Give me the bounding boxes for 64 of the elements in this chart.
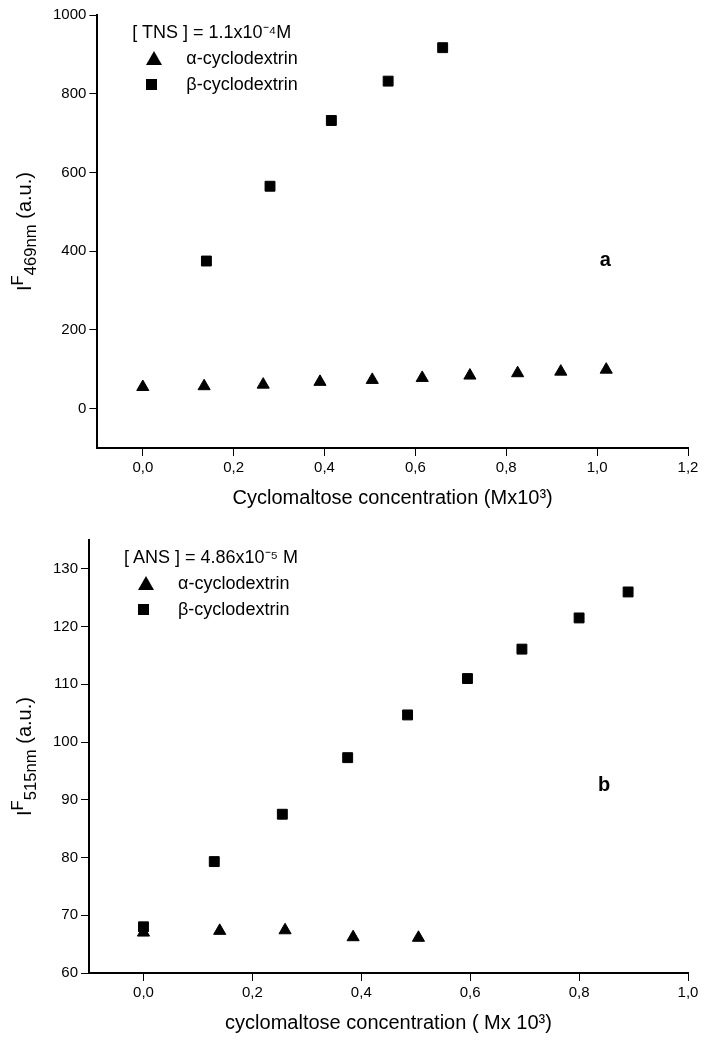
point — [213, 923, 227, 935]
point — [437, 42, 449, 54]
point — [511, 365, 525, 378]
point — [342, 752, 354, 764]
point — [276, 808, 288, 820]
y-tick-label: 800 — [61, 83, 87, 101]
legend-title: [ TNS ] = 1.1x10⁻⁴M — [132, 21, 293, 44]
x-tick-label: 0,4 — [350, 983, 372, 1001]
point — [256, 377, 270, 389]
x-tick-label: 0,0 — [132, 458, 154, 476]
x-tick-label: 0,2 — [223, 458, 245, 476]
point — [382, 75, 394, 87]
x-tick-label: 0,6 — [404, 458, 426, 476]
point — [573, 612, 585, 624]
legend-label: β-cyclodextrin — [178, 598, 290, 621]
y-tick-label: 130 — [53, 559, 79, 577]
point — [463, 368, 477, 380]
x-tick-label: 0,0 — [133, 983, 154, 1001]
x-axis-title: Cyclomaltose concentration (Mx10³) — [232, 486, 553, 509]
x-axis-title: cyclomaltose concentration ( Mx 10³) — [225, 1011, 552, 1034]
y-tick-label: 60 — [61, 963, 79, 981]
y-tick-label: 110 — [54, 674, 79, 692]
point — [516, 643, 528, 655]
y-tick-label: 0 — [78, 398, 87, 416]
y-tick-label: 400 — [61, 241, 87, 259]
point — [411, 930, 426, 942]
point — [208, 856, 220, 868]
x-tick-label: 0,8 — [495, 458, 517, 476]
point — [136, 379, 150, 391]
annotation: b — [598, 773, 611, 796]
x-tick-label: 1,0 — [586, 458, 608, 476]
x-tick-label: 0,4 — [314, 458, 335, 476]
x-tick-label: 1,0 — [677, 983, 699, 1001]
y-tick-label: 70 — [61, 905, 79, 923]
annotation: a — [599, 248, 612, 271]
point — [365, 372, 379, 384]
x-tick-label: 1,2 — [677, 458, 699, 476]
y-tick-label: 1000 — [52, 5, 87, 23]
y-tick-label: 90 — [61, 789, 79, 807]
point — [325, 115, 337, 126]
legend-label: α-cyclodextrin — [178, 572, 290, 595]
point — [599, 362, 613, 374]
point — [264, 180, 276, 192]
y-tick-label: 120 — [53, 616, 79, 634]
point — [415, 370, 429, 382]
y-tick-label: 200 — [61, 320, 87, 338]
x-tick-label: 0,6 — [459, 983, 481, 1001]
point — [554, 364, 568, 376]
point — [197, 378, 211, 391]
point — [346, 929, 360, 942]
point — [278, 922, 292, 935]
point — [622, 586, 634, 598]
legend-label: β-cyclodextrin — [186, 73, 298, 96]
y-tick-label: 100 — [53, 732, 79, 750]
point — [402, 709, 414, 721]
y-tick-label: 80 — [61, 847, 79, 865]
point — [462, 673, 473, 685]
legend-title: [ ANS ] = 4.86x10⁻⁵ M — [124, 546, 299, 569]
legend-label: α-cyclodextrin — [186, 47, 298, 70]
point — [200, 255, 212, 267]
x-tick-label: 0,2 — [241, 983, 263, 1001]
x-tick-label: 0,8 — [568, 983, 590, 1001]
y-tick-label: 600 — [61, 162, 87, 180]
point — [313, 374, 327, 386]
